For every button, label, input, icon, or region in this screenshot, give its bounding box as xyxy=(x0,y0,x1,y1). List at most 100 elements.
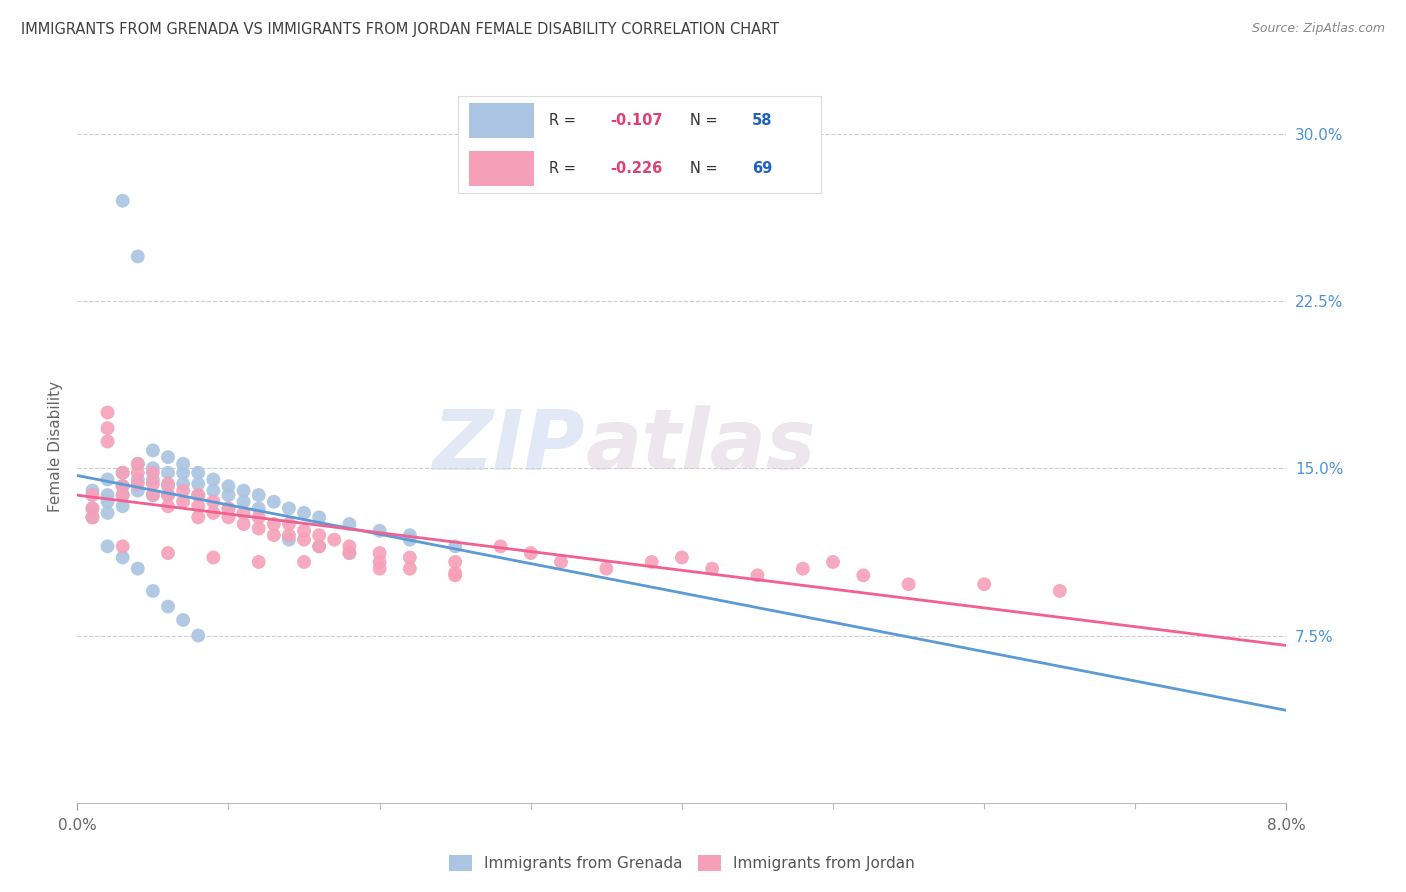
Point xyxy=(96,488,118,502)
Point xyxy=(96,539,118,553)
Point xyxy=(111,550,134,565)
Point xyxy=(187,488,209,502)
Point xyxy=(142,488,165,502)
Point xyxy=(172,483,194,498)
Point xyxy=(263,517,285,532)
Text: ZIP: ZIP xyxy=(433,406,585,486)
Point xyxy=(127,457,149,471)
Point xyxy=(232,494,254,508)
Point xyxy=(444,566,467,581)
Point xyxy=(172,476,194,491)
Point xyxy=(278,528,301,542)
Point xyxy=(187,628,209,642)
Point xyxy=(702,562,724,576)
Point xyxy=(127,473,149,487)
Point xyxy=(444,555,467,569)
Point xyxy=(339,546,360,560)
Point xyxy=(127,483,149,498)
Point xyxy=(142,476,165,491)
Point xyxy=(202,506,225,520)
Point xyxy=(127,466,149,480)
Point xyxy=(82,501,104,516)
Point xyxy=(399,562,422,576)
Point xyxy=(308,539,330,553)
Point xyxy=(792,562,814,576)
Point xyxy=(399,528,422,542)
Point xyxy=(96,473,118,487)
Point xyxy=(1049,583,1071,598)
Point xyxy=(82,483,104,498)
Point xyxy=(202,473,225,487)
Point xyxy=(142,443,165,458)
Point xyxy=(292,533,315,547)
Point xyxy=(127,249,149,264)
Point xyxy=(444,539,467,553)
Point xyxy=(96,506,118,520)
Point xyxy=(172,457,194,471)
Point xyxy=(157,450,180,465)
Point xyxy=(399,533,422,547)
Point xyxy=(444,568,467,582)
Point xyxy=(747,568,769,582)
Point xyxy=(323,533,346,547)
Text: IMMIGRANTS FROM GRENADA VS IMMIGRANTS FROM JORDAN FEMALE DISABILITY CORRELATION : IMMIGRANTS FROM GRENADA VS IMMIGRANTS FR… xyxy=(21,22,779,37)
Point xyxy=(96,434,118,449)
Point xyxy=(897,577,920,591)
Point xyxy=(292,555,315,569)
Point xyxy=(368,546,391,560)
Point xyxy=(339,517,360,532)
Point xyxy=(157,546,180,560)
Point xyxy=(218,510,240,524)
Point xyxy=(157,599,180,614)
Point xyxy=(157,488,180,502)
Point xyxy=(368,562,391,576)
Point xyxy=(823,555,845,569)
Point xyxy=(247,555,270,569)
Point xyxy=(111,500,134,514)
Point xyxy=(187,488,209,502)
Point xyxy=(82,501,104,516)
Point xyxy=(550,555,572,569)
Point xyxy=(172,466,194,480)
Point xyxy=(157,479,180,493)
Point xyxy=(278,533,301,547)
Point xyxy=(232,506,254,520)
Point xyxy=(595,562,617,576)
Point xyxy=(218,501,240,516)
Text: Source: ZipAtlas.com: Source: ZipAtlas.com xyxy=(1251,22,1385,36)
Point xyxy=(82,488,104,502)
Point xyxy=(368,524,391,538)
Point xyxy=(187,476,209,491)
Point xyxy=(339,539,360,553)
Point xyxy=(82,510,104,524)
Point xyxy=(187,500,209,514)
Point xyxy=(111,466,134,480)
Point xyxy=(641,555,664,569)
Point xyxy=(82,510,104,524)
Point xyxy=(232,517,254,532)
Point xyxy=(292,524,315,538)
Point xyxy=(157,476,180,491)
Point xyxy=(202,494,225,508)
Point xyxy=(308,510,330,524)
Point xyxy=(489,539,512,553)
Point xyxy=(232,483,254,498)
Point xyxy=(142,461,165,475)
Point xyxy=(278,517,301,532)
Text: atlas: atlas xyxy=(585,406,815,486)
Point xyxy=(96,421,118,435)
Point xyxy=(399,550,422,565)
Y-axis label: Female Disability: Female Disability xyxy=(48,380,63,512)
Point xyxy=(218,479,240,493)
Point xyxy=(157,500,180,514)
Point xyxy=(671,550,693,565)
Point xyxy=(111,539,134,553)
Point xyxy=(292,506,315,520)
Point xyxy=(308,539,330,553)
Point xyxy=(218,501,240,516)
Point xyxy=(111,479,134,493)
Point xyxy=(111,488,134,502)
Point xyxy=(157,488,180,502)
Point xyxy=(96,494,118,508)
Point xyxy=(127,457,149,471)
